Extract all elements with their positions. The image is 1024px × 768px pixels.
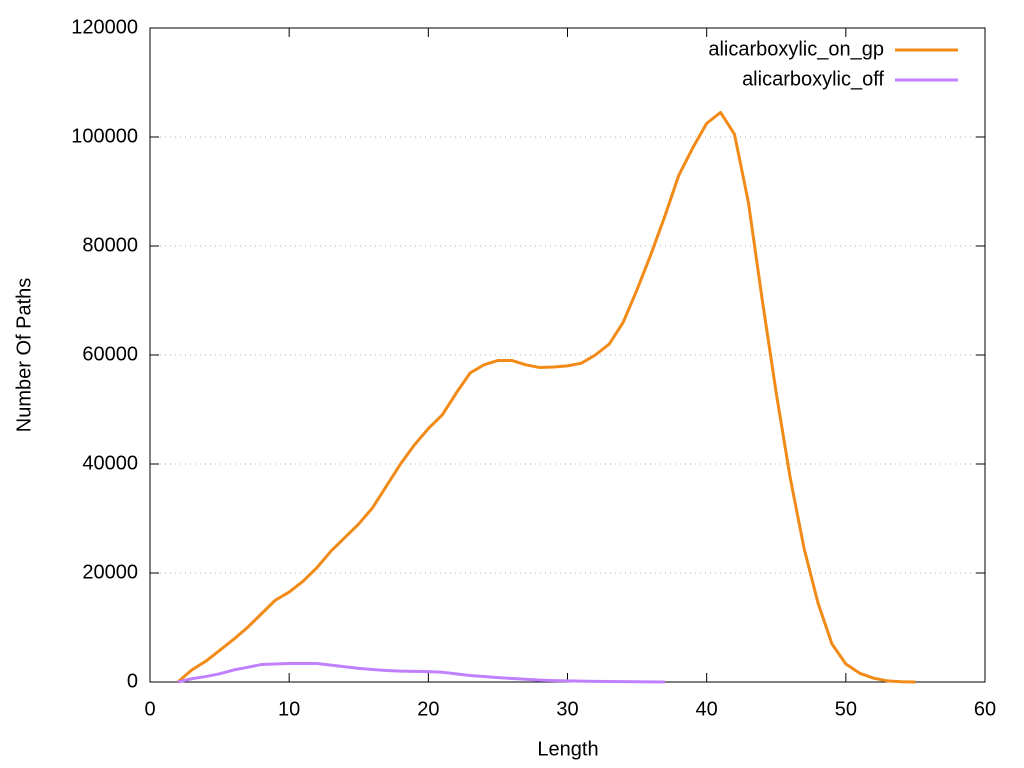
y-tick-label: 20000 <box>82 561 138 583</box>
series-line <box>176 110 916 684</box>
legend-label: alicarboxylic_on_gp <box>708 38 884 60</box>
series-line <box>177 661 665 684</box>
y-tick-label: 40000 <box>82 452 138 474</box>
y-tick-label: 120000 <box>71 16 138 38</box>
x-axis-label: Length <box>537 738 598 760</box>
y-tick-label: 100000 <box>71 125 138 147</box>
legend-label: alicarboxylic_off <box>742 68 884 90</box>
y-tick-label: 80000 <box>82 234 138 256</box>
y-axis-label: Number Of Paths <box>13 278 35 433</box>
y-tick-label: 0 <box>127 670 138 692</box>
x-tick-label: 50 <box>835 698 857 720</box>
x-tick-label: 10 <box>278 698 300 720</box>
x-tick-label: 0 <box>144 698 155 720</box>
x-tick-label: 60 <box>974 698 996 720</box>
x-tick-label: 40 <box>696 698 718 720</box>
x-tick-label: 30 <box>556 698 578 720</box>
y-tick-label: 60000 <box>82 343 138 365</box>
x-tick-label: 20 <box>417 698 439 720</box>
